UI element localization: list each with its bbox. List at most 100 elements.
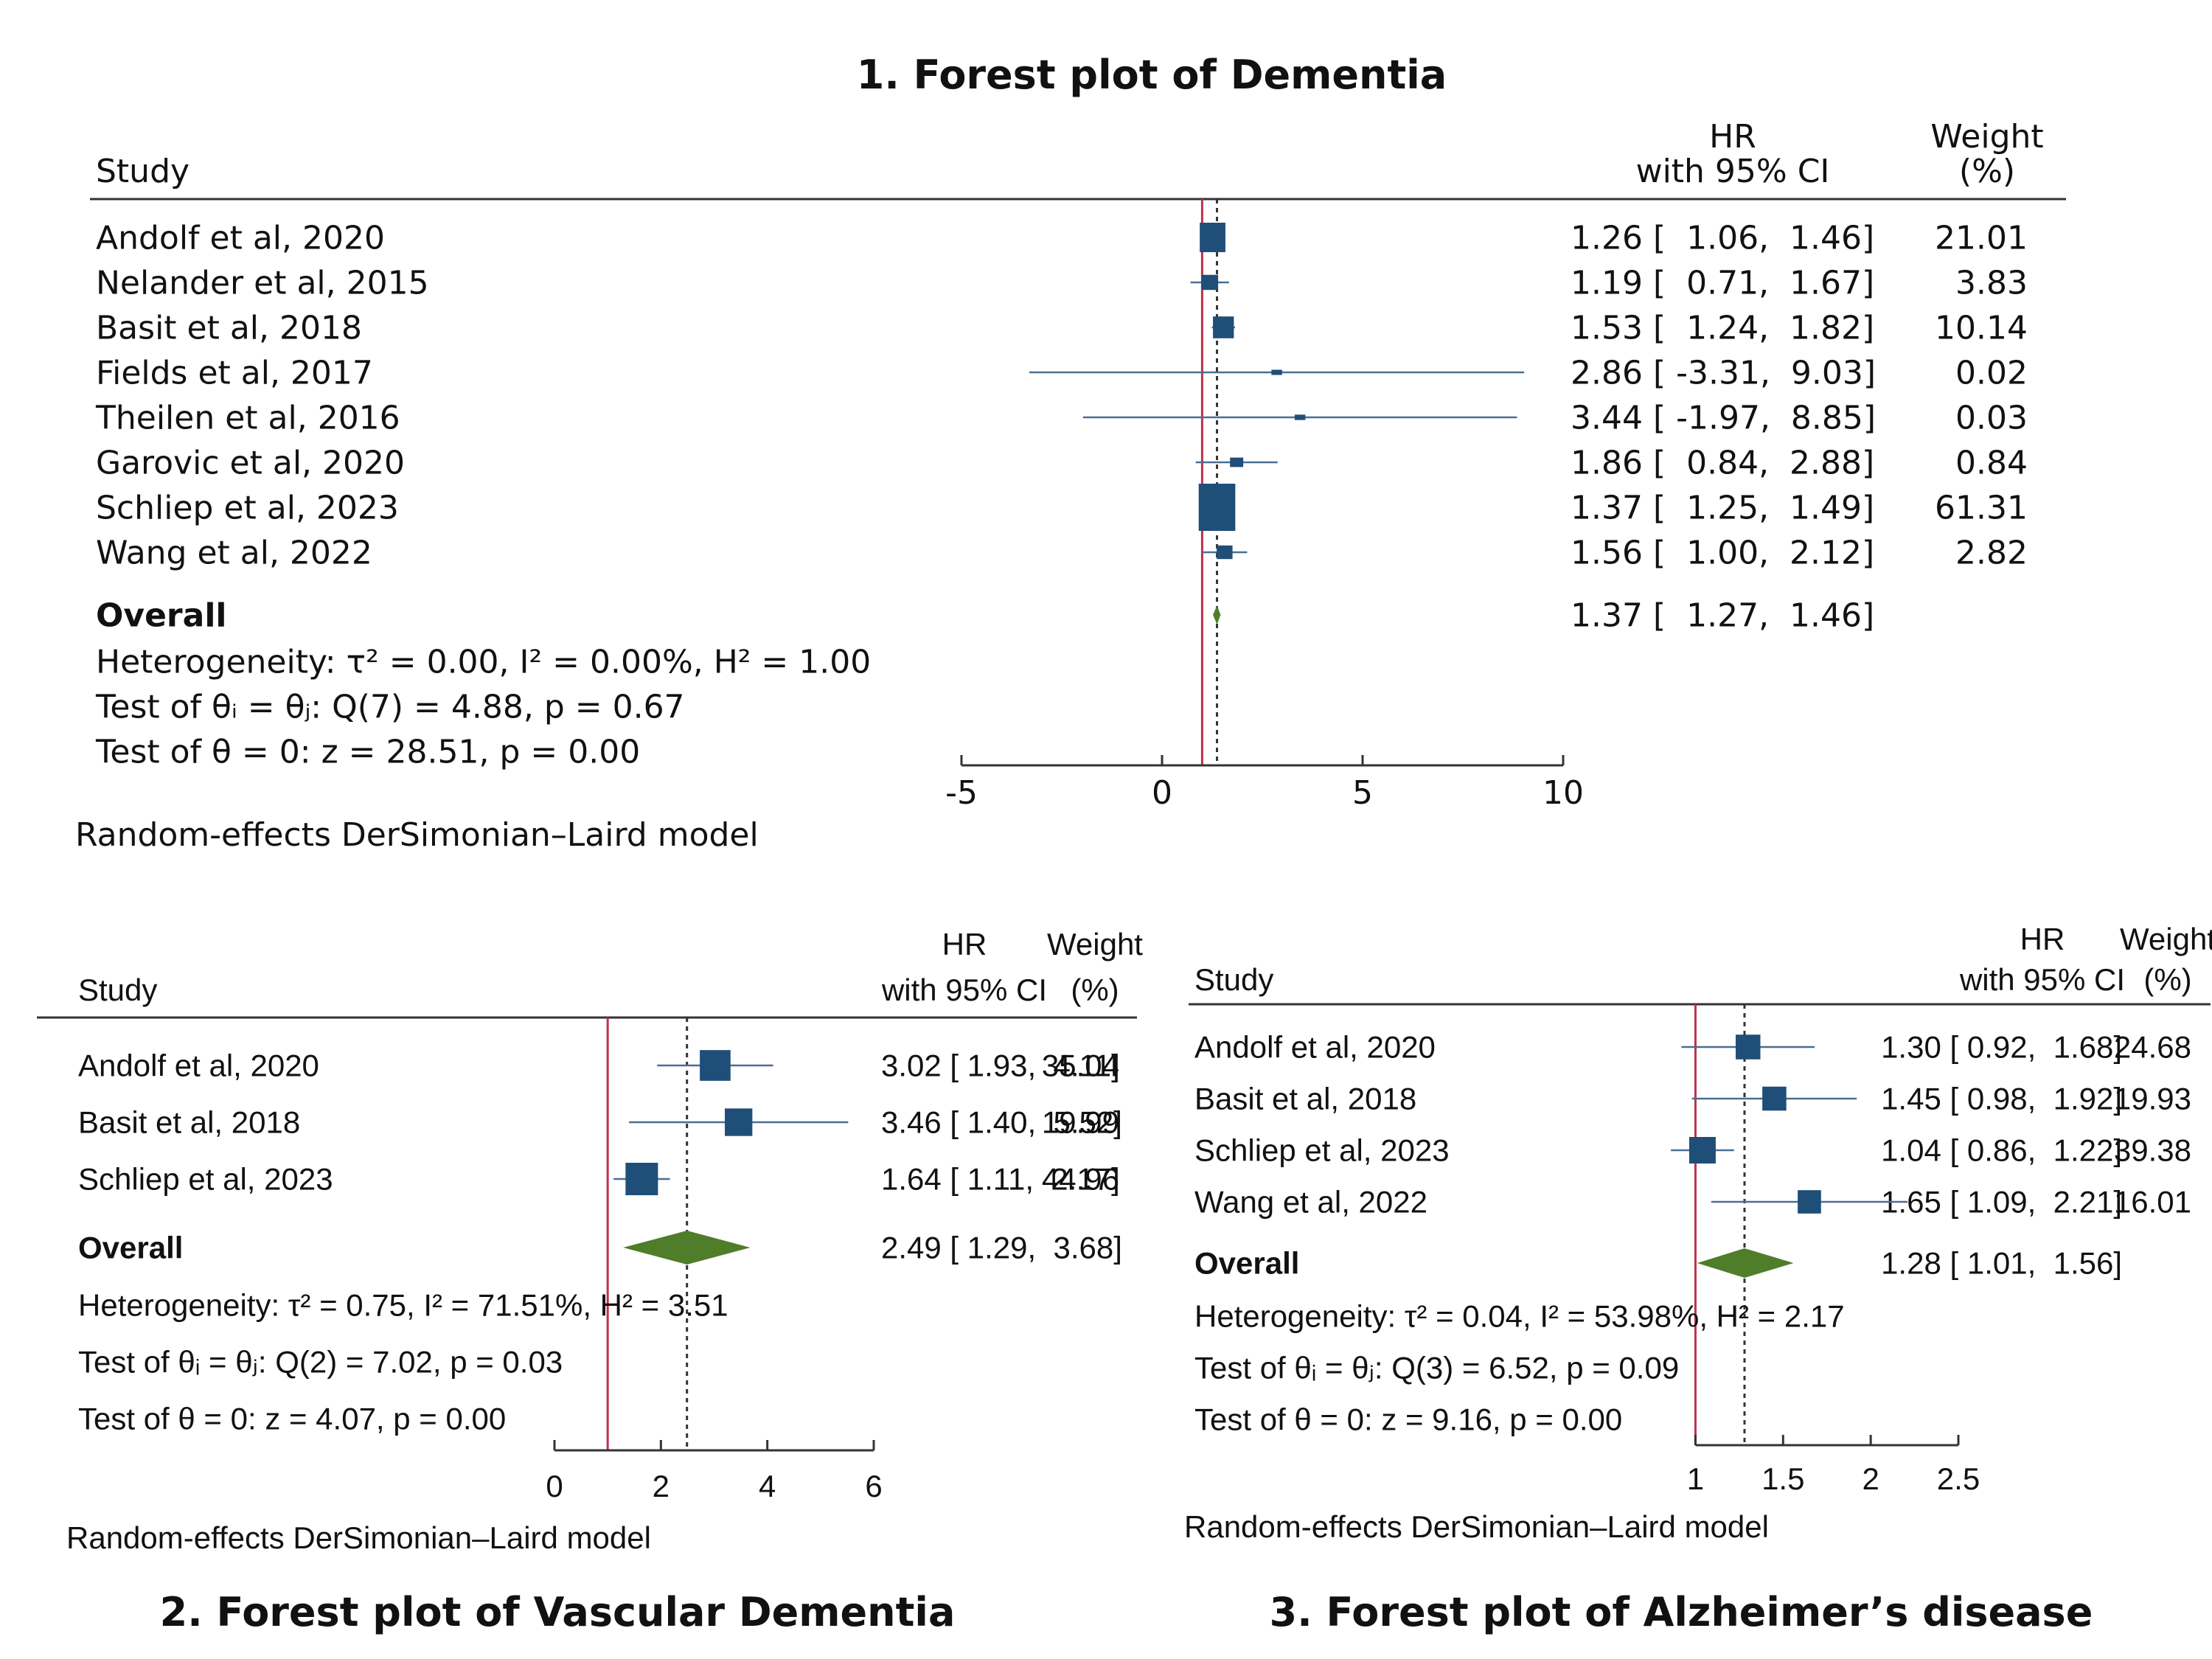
hr-column-header: HR — [942, 927, 987, 961]
study-name: Andolf et al, 2020 — [96, 219, 385, 257]
study-weight: 0.02 — [1955, 354, 2028, 392]
study-name: Wang et al, 2022 — [1194, 1185, 1427, 1220]
x-tick-label: 4 — [759, 1469, 776, 1503]
hr-column-header: HR — [1709, 118, 1756, 156]
heterogeneity-stat: Heterogeneity: τ² = 0.00, I² = 0.00%, H²… — [96, 643, 871, 681]
x-tick-label: 2 — [1862, 1461, 1879, 1496]
overall-label: Overall — [78, 1231, 183, 1265]
overall-hr-ci: 1.37 [ 1.27, 1.46] — [1571, 597, 1874, 634]
study-hr-ci: 1.19 [ 0.71, 1.67] — [1571, 264, 1874, 302]
study-box-marker — [1201, 274, 1219, 291]
study-weight: 24.68 — [2114, 1030, 2191, 1065]
overall-hr-ci: 1.28 [ 1.01, 1.56] — [1881, 1246, 2122, 1281]
study-name: Schliep et al, 2023 — [96, 489, 399, 526]
model-note: Random-effects DerSimonian–Laird model — [66, 1520, 651, 1555]
study-hr-ci: 1.86 [ 0.84, 2.88] — [1571, 444, 1874, 481]
study-weight: 10.14 — [1935, 309, 2028, 347]
study-hr-ci: 3.44 [ -1.97, 8.85] — [1571, 399, 1876, 437]
study-weight: 44.96 — [1042, 1162, 1119, 1197]
study-box-marker — [725, 1108, 753, 1136]
heterogeneity-stat: Test of θᵢ = θⱼ: Q(3) = 6.52, p = 0.09 — [1194, 1351, 1679, 1385]
study-hr-ci: 1.56 [ 1.00, 2.12] — [1571, 534, 1874, 571]
study-hr-ci: 3.46 [ 1.40, 5.52] — [881, 1105, 1122, 1140]
study-box-marker — [1213, 316, 1234, 338]
study-hr-ci: 1.37 [ 1.25, 1.49] — [1571, 489, 1874, 526]
study-hr-ci: 1.64 [ 1.11, 2.17] — [881, 1162, 1120, 1197]
x-tick-label: 10 — [1543, 774, 1584, 812]
study-weight: 39.38 — [2114, 1133, 2191, 1168]
study-box-marker — [1217, 545, 1233, 560]
study-box-marker — [1198, 484, 1236, 531]
study-weight: 0.84 — [1955, 444, 2028, 481]
x-tick-label: 0 — [546, 1469, 563, 1503]
ci-column-header: with 95% CI — [1636, 153, 1830, 190]
study-box-marker — [1688, 1137, 1716, 1164]
heterogeneity-stat: Test of θᵢ = θⱼ: Q(2) = 7.02, p = 0.03 — [78, 1345, 563, 1380]
study-weight: 2.82 — [1955, 534, 2028, 571]
weight-column-header: Weight — [1047, 927, 1143, 961]
study-weight: 35.04 — [1042, 1048, 1119, 1083]
vascular-dementia-plot-title: 2. Forest plot of Vascular Dementia — [159, 1589, 956, 1635]
overall-diamond — [623, 1231, 751, 1265]
study-name: Basit et al, 2018 — [78, 1105, 300, 1140]
heterogeneity-stat: Heterogeneity: τ² = 0.75, I² = 71.51%, H… — [78, 1288, 728, 1323]
heterogeneity-stat: Test of θ = 0: z = 4.07, p = 0.00 — [78, 1402, 506, 1436]
weight-unit-header: (%) — [1071, 973, 1119, 1007]
study-name: Basit et al, 2018 — [96, 309, 362, 347]
study-column-header: Study — [78, 973, 157, 1007]
study-name: Andolf et al, 2020 — [1194, 1030, 1436, 1065]
study-name: Nelander et al, 2015 — [96, 264, 429, 302]
study-hr-ci: 1.30 [ 0.92, 1.68] — [1881, 1030, 2122, 1065]
study-box-marker — [1200, 223, 1225, 252]
study-hr-ci: 3.02 [ 1.93, 4.11] — [881, 1048, 1120, 1083]
x-tick-label: 1 — [1687, 1461, 1704, 1496]
heterogeneity-stat: Heterogeneity: τ² = 0.04, I² = 53.98%, H… — [1194, 1299, 1845, 1334]
study-hr-ci: 1.04 [ 0.86, 1.22] — [1881, 1133, 2122, 1168]
dementia-plot-title: 1. Forest plot of Dementia — [856, 52, 1447, 98]
x-tick-label: 6 — [865, 1469, 882, 1503]
study-weight: 61.31 — [1935, 489, 2028, 526]
heterogeneity-stat: Test of θ = 0: z = 9.16, p = 0.00 — [1194, 1402, 1622, 1437]
study-hr-ci: 1.45 [ 0.98, 1.92] — [1881, 1082, 2122, 1116]
study-weight: 19.99 — [1042, 1105, 1119, 1140]
x-tick-label: 1.5 — [1761, 1461, 1804, 1496]
study-box-marker — [1230, 457, 1244, 467]
study-box-marker — [1735, 1034, 1761, 1060]
weight-unit-header: (%) — [1959, 153, 2015, 190]
model-note: Random-effects DerSimonian–Laird model — [75, 816, 759, 854]
study-hr-ci: 1.65 [ 1.09, 2.21] — [1881, 1185, 2122, 1220]
ci-column-header: with 95% CI — [1959, 962, 2125, 997]
study-name: Schliep et al, 2023 — [78, 1162, 333, 1197]
study-weight: 0.03 — [1955, 399, 2028, 437]
x-tick-label: 0 — [1152, 774, 1172, 812]
study-weight: 3.83 — [1955, 264, 2028, 302]
study-box-marker — [1762, 1086, 1787, 1111]
study-column-header: Study — [1194, 962, 1273, 997]
study-hr-ci: 1.26 [ 1.06, 1.46] — [1571, 219, 1874, 257]
study-name: Basit et al, 2018 — [1194, 1082, 1416, 1116]
weight-unit-header: (%) — [2143, 962, 2191, 997]
study-name: Fields et al, 2017 — [96, 354, 373, 392]
alzheimers-plot-title: 3. Forest plot of Alzheimer’s disease — [1269, 1589, 2093, 1635]
study-name: Andolf et al, 2020 — [78, 1048, 319, 1083]
overall-hr-ci: 2.49 [ 1.29, 3.68] — [881, 1231, 1122, 1265]
study-hr-ci: 1.53 [ 1.24, 1.82] — [1571, 309, 1874, 347]
weight-column-header: Weight — [1930, 118, 2043, 156]
study-column-header: Study — [96, 153, 189, 190]
study-box-marker — [1271, 369, 1282, 375]
heterogeneity-stat: Test of θ = 0: z = 28.51, p = 0.00 — [95, 733, 640, 771]
heterogeneity-stat: Test of θᵢ = θⱼ: Q(7) = 4.88, p = 0.67 — [95, 688, 685, 726]
overall-diamond — [1697, 1248, 1794, 1278]
x-tick-label: -5 — [945, 774, 978, 812]
ci-column-header: with 95% CI — [881, 973, 1047, 1007]
study-name: Theilen et al, 2016 — [95, 399, 400, 437]
study-box-marker — [700, 1050, 731, 1081]
study-weight: 19.93 — [2114, 1082, 2191, 1116]
study-hr-ci: 2.86 [ -3.31, 9.03] — [1571, 354, 1876, 392]
x-tick-label: 2 — [653, 1469, 669, 1503]
overall-label: Overall — [96, 597, 226, 634]
study-name: Wang et al, 2022 — [96, 534, 372, 571]
study-name: Garovic et al, 2020 — [96, 444, 405, 481]
